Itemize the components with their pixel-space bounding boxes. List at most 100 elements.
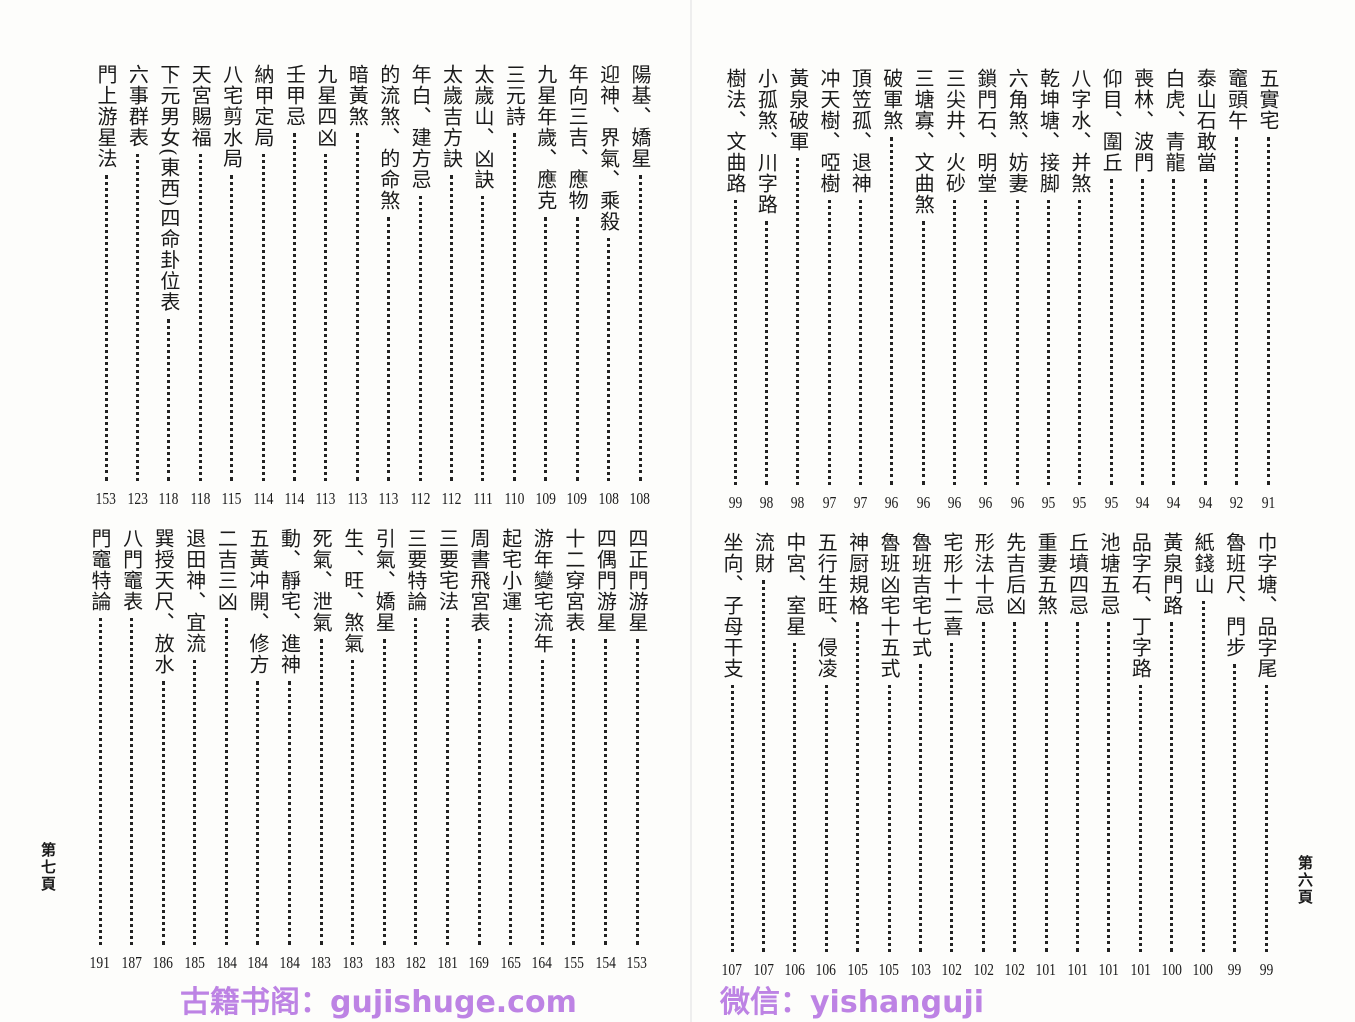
dot-leader: [984, 200, 988, 485]
toc-entry-title: 陽基、嬌星: [628, 64, 652, 169]
toc-entry[interactable]: 三要特論 182: [401, 528, 431, 973]
toc-entry[interactable]: 巾字塘、品字尾 99: [1251, 532, 1281, 980]
toc-entry[interactable]: 死氣、泄氣 183: [306, 528, 336, 973]
toc-entry[interactable]: 周書飛宮表 169: [464, 528, 494, 973]
toc-entry[interactable]: 仰目、圍丘 95: [1096, 68, 1126, 513]
toc-entry[interactable]: 丘墳四忌 101: [1063, 532, 1093, 980]
toc-entry-page-number: 184: [247, 953, 269, 972]
toc-entry[interactable]: 太歲山、凶訣 111: [468, 64, 498, 509]
dot-leader: [761, 580, 765, 952]
toc-entry[interactable]: 二吉三凶 184: [211, 528, 241, 973]
toc-entry[interactable]: 門竈特論 191: [85, 528, 115, 973]
toc-entry[interactable]: 四偶門游星 154: [590, 528, 620, 973]
toc-entry[interactable]: 品字石、丁字路 101: [1125, 532, 1155, 980]
toc-entry[interactable]: 的流煞、的命煞 113: [374, 64, 404, 509]
toc-entry[interactable]: 九星四凶 113: [311, 64, 341, 509]
toc-entry[interactable]: 鎖門石、明堂 96: [971, 68, 1001, 513]
toc-entry[interactable]: 四正門游星 153: [622, 528, 652, 973]
toc-entry-page-number: 113: [315, 489, 336, 508]
toc-entry[interactable]: 破軍煞 96: [877, 68, 907, 513]
toc-entry[interactable]: 坐向、子母干支 107: [717, 532, 747, 980]
toc-entry-title: 太歲山、凶訣: [470, 64, 495, 190]
dot-leader: [918, 664, 922, 952]
toc-entry[interactable]: 乾坤塘、接脚 95: [1034, 68, 1064, 513]
dot-leader: [1078, 200, 1082, 485]
toc-entry[interactable]: 魯班吉宅七式 103: [905, 532, 935, 980]
toc-entry[interactable]: 頂笠孤、退神 97: [845, 68, 875, 513]
dot-leader: [198, 154, 202, 481]
toc-entry[interactable]: 引氣、嬌星 183: [369, 528, 399, 973]
toc-entry[interactable]: 八門竈表 187: [117, 528, 147, 973]
toc-entry[interactable]: 陽基、嬌星 108: [625, 64, 655, 509]
toc-entry[interactable]: 三尖井、火砂 96: [939, 68, 969, 513]
toc-entry[interactable]: 太歲吉方訣 112: [437, 64, 467, 509]
toc-entry-page-number: 99: [1227, 960, 1242, 979]
toc-entry[interactable]: 宅形十二喜 102: [937, 532, 967, 980]
toc-entry[interactable]: 下元男女(東西)四命卦位表 118: [154, 64, 184, 509]
toc-entry[interactable]: 黃泉門路 100: [1157, 532, 1187, 980]
toc-entry[interactable]: 八字水、并煞 95: [1065, 68, 1095, 513]
toc-entry[interactable]: 年向三吉、應物 109: [562, 64, 592, 509]
toc-entry[interactable]: 樹法、文曲路 99: [720, 68, 750, 513]
toc-entry[interactable]: 小孤煞、川字路 98: [751, 68, 781, 513]
toc-entry[interactable]: 喪林、波門 94: [1128, 68, 1158, 513]
toc-entry-title: 神厨規格: [845, 532, 870, 616]
dot-leader: [603, 639, 607, 945]
toc-entry[interactable]: 五黃冲開、修方 184: [243, 528, 273, 973]
toc-entry-page-number: 103: [910, 960, 931, 979]
toc-entry[interactable]: 神厨規格 105: [843, 532, 873, 980]
toc-entry-title: 周書飛宮表: [467, 528, 492, 633]
dot-leader: [1047, 200, 1051, 485]
toc-entry[interactable]: 魯班凶宅十五式 105: [874, 532, 904, 980]
toc-entry[interactable]: 退田神、宜流 185: [180, 528, 210, 973]
toc-entry[interactable]: 三塘寡、文曲煞 96: [908, 68, 938, 513]
toc-entry[interactable]: 壬甲忌 114: [279, 64, 309, 509]
dot-leader: [256, 681, 260, 945]
toc-entry-page-number: 105: [847, 960, 868, 979]
toc-entry-page-number: 114: [253, 489, 273, 508]
toc-entry-title: 巽授天尺、放水: [151, 528, 176, 675]
toc-entry[interactable]: 起宅小運 165: [496, 528, 526, 973]
toc-entry[interactable]: 門上游星法 153: [91, 64, 121, 509]
toc-entry[interactable]: 天宮賜福 118: [185, 64, 215, 509]
toc-entry[interactable]: 年白、建方忌 112: [405, 64, 435, 509]
toc-entry[interactable]: 巽授天尺、放水 186: [148, 528, 178, 973]
toc-entry[interactable]: 魯班尺、門步 99: [1220, 532, 1250, 980]
toc-entry-title: 流財: [751, 532, 776, 574]
toc-entry[interactable]: 六事群表 123: [122, 64, 152, 509]
toc-entry-title: 下元男女(東西)四命卦位表: [156, 64, 181, 313]
toc-entry-title: 小孤煞、川字路: [754, 68, 779, 215]
toc-entry[interactable]: 動、靜宅、進神 184: [275, 528, 305, 973]
toc-entry-title: 重妻五煞: [1034, 532, 1059, 616]
toc-entry[interactable]: 納甲定局 114: [248, 64, 278, 509]
toc-entry[interactable]: 生、旺、煞氣 183: [338, 528, 368, 973]
toc-entry[interactable]: 紙錢山 100: [1188, 532, 1218, 980]
toc-entry[interactable]: 五實宅 91: [1253, 68, 1283, 513]
toc-entry[interactable]: 游年變宅流年 164: [527, 528, 557, 973]
toc-entry-title: 魯班尺、門步: [1222, 532, 1247, 658]
toc-entry[interactable]: 八宅剪水局 115: [217, 64, 247, 509]
toc-entry[interactable]: 迎神、界氣、乘殺 108: [594, 64, 624, 509]
toc-entry-page-number: 102: [1004, 960, 1025, 979]
toc-entry[interactable]: 十二穿宮表 155: [559, 528, 589, 973]
toc-entry[interactable]: 六角煞、妨妻 96: [1002, 68, 1032, 513]
toc-entry[interactable]: 池塘五忌 101: [1094, 532, 1124, 980]
toc-entry[interactable]: 白虎、青龍 94: [1159, 68, 1189, 513]
toc-entry[interactable]: 三要宅法 181: [432, 528, 462, 973]
toc-entry[interactable]: 暗黃煞 113: [342, 64, 372, 509]
toc-entry[interactable]: 泰山石敢當 94: [1190, 68, 1220, 513]
toc-entry-page-number: 91: [1261, 493, 1275, 512]
toc-entry[interactable]: 竈頭午 92: [1222, 68, 1252, 513]
toc-entry[interactable]: 先吉后凶 102: [1000, 532, 1030, 980]
toc-entry[interactable]: 冲天樹、啞樹 97: [814, 68, 844, 513]
toc-entry[interactable]: 流財 107: [748, 532, 778, 980]
toc-entry[interactable]: 黃泉破軍 98: [783, 68, 813, 513]
toc-entry-title: 門上游星法: [94, 64, 118, 169]
toc-entry[interactable]: 三元詩 110: [499, 64, 529, 509]
toc-entry[interactable]: 中宮、室星 106: [780, 532, 810, 980]
toc-entry-page-number: 169: [468, 953, 490, 972]
toc-entry[interactable]: 形法十忌 102: [968, 532, 998, 980]
toc-entry[interactable]: 五行生旺、侵凌 106: [811, 532, 841, 980]
toc-entry[interactable]: 重妻五煞 101: [1031, 532, 1061, 980]
toc-entry[interactable]: 九星年歲、應克 109: [531, 64, 561, 509]
